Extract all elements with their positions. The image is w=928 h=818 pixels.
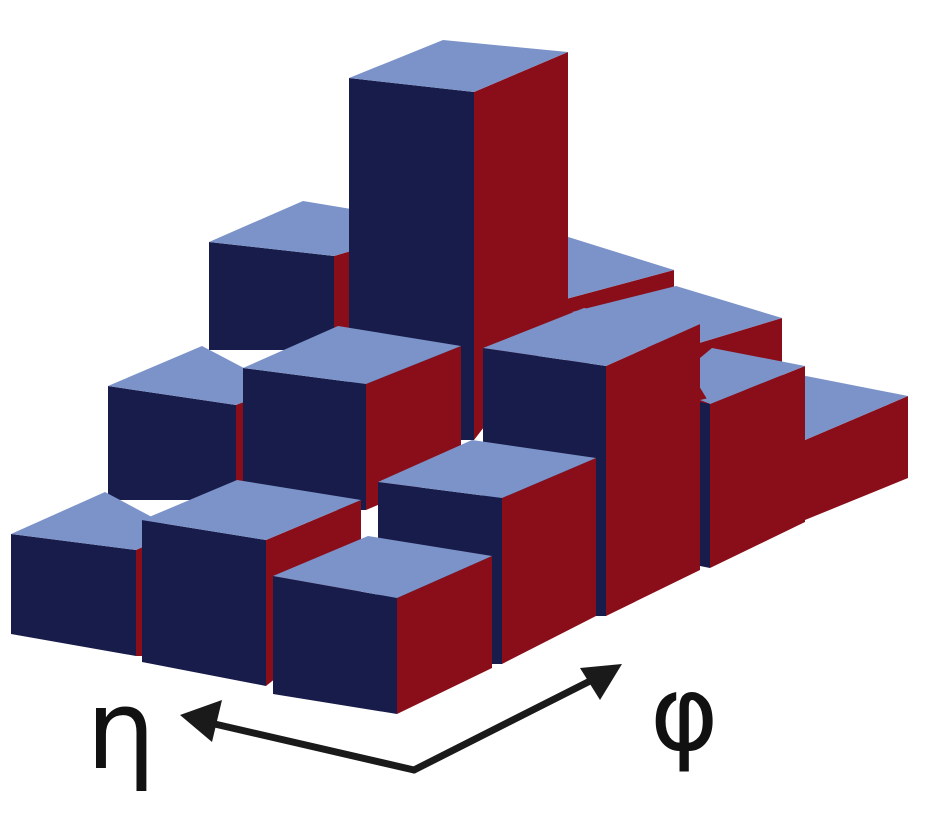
tower-left-face [273, 576, 397, 714]
tower-right-face [710, 366, 805, 568]
tower-left-face [11, 534, 136, 656]
phi-arrowhead-icon [580, 664, 622, 700]
tower-top-face [688, 348, 805, 404]
phi-axis-label: φ [650, 653, 719, 775]
tower-group [11, 40, 908, 714]
tower-right-face [397, 556, 492, 714]
tower [273, 536, 492, 714]
tower [108, 346, 282, 500]
tower-right-face [502, 458, 596, 664]
eta-arrowhead-icon [180, 700, 222, 742]
tower-right-face [236, 402, 243, 500]
tower-top-face [243, 326, 461, 384]
tower-top-face [108, 346, 282, 405]
tower-left-face [700, 402, 710, 568]
tower [11, 492, 180, 656]
tower-top-face [572, 286, 782, 350]
tower-left-face [142, 520, 266, 686]
tower-top-face [142, 480, 361, 540]
tower-top-face [483, 308, 700, 366]
tower-right-face [136, 547, 142, 656]
tower-top-face [273, 536, 492, 598]
tower-left-face [805, 396, 908, 520]
tower-left-face [209, 242, 334, 350]
tower-left-face [243, 368, 366, 510]
tower-top-face [378, 440, 596, 498]
eta-axis-label: η [86, 666, 156, 794]
eta-arrow [202, 718, 418, 774]
tower-top-face [11, 492, 180, 550]
tower-right-face [606, 324, 700, 616]
tower [688, 348, 805, 568]
tower-top-face [349, 40, 568, 92]
axis-arrows [180, 664, 622, 774]
phi-arrow [410, 674, 600, 774]
tower-left-face [108, 386, 236, 500]
